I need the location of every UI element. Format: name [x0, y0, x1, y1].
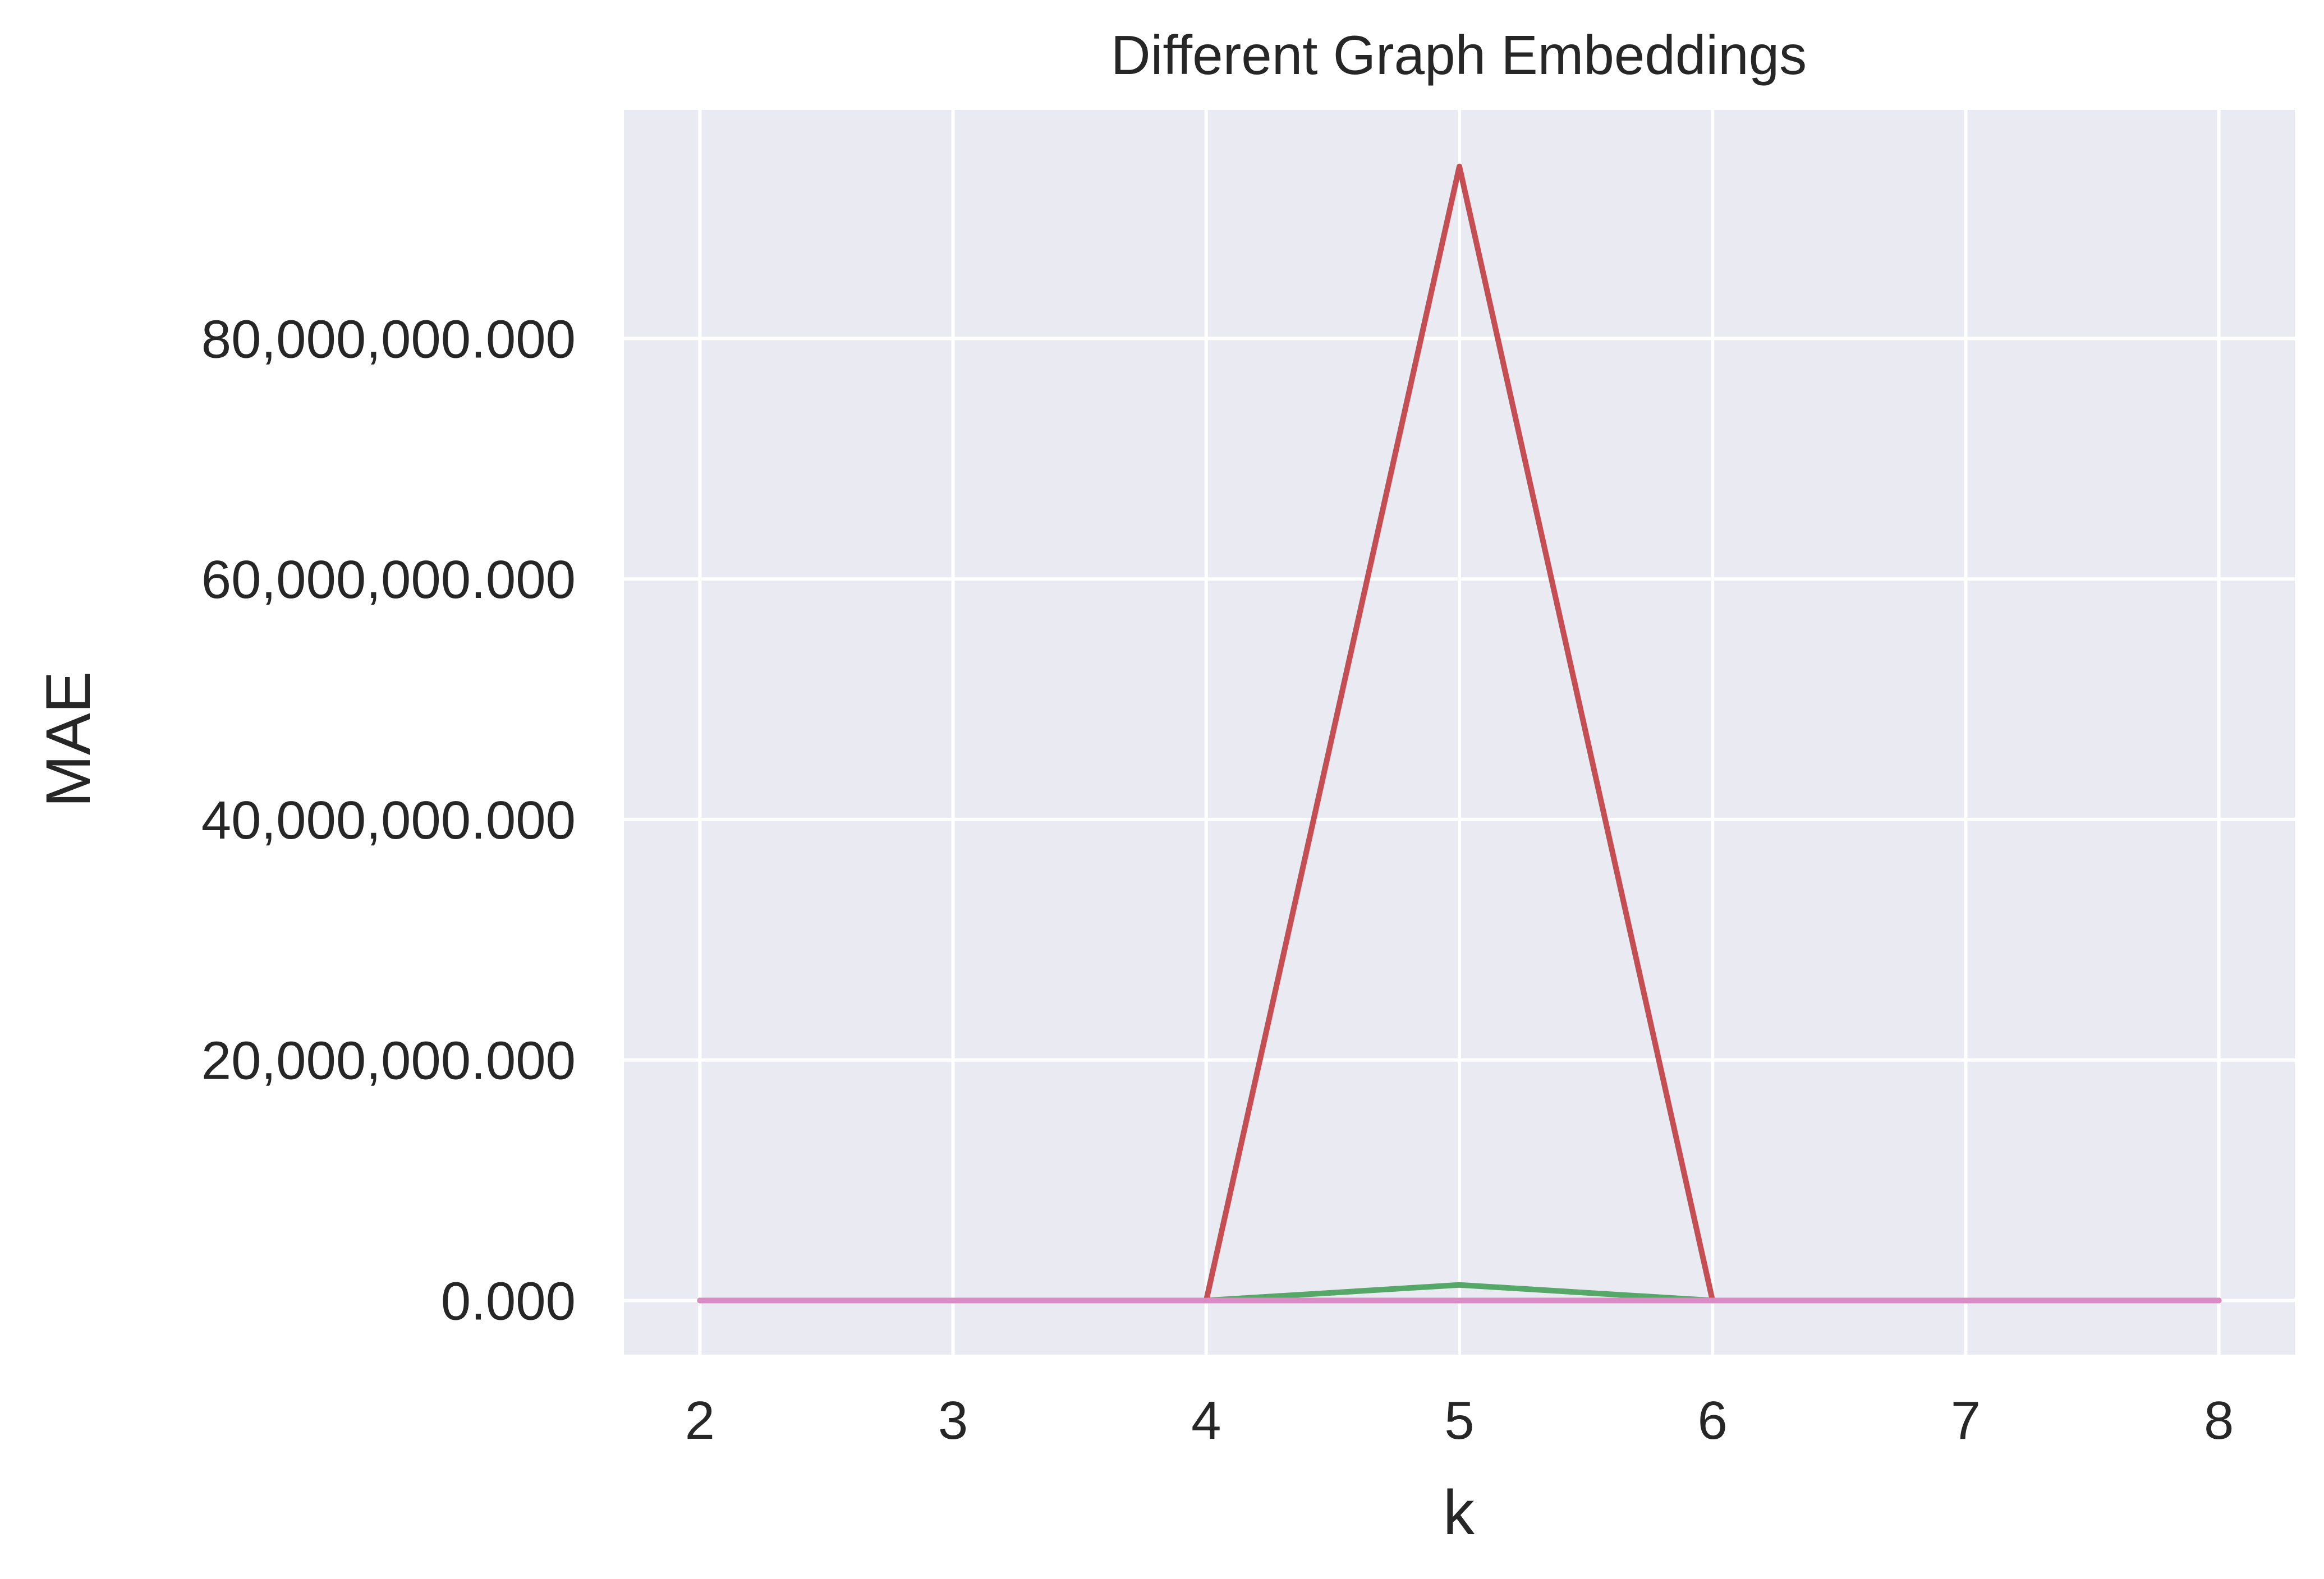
x-tick-label: 7 [1951, 1391, 1981, 1451]
x-axis-label: k [1443, 1477, 1475, 1548]
chart-title: Different Graph Embeddings [1111, 24, 1807, 86]
x-tick-label: 4 [1191, 1391, 1221, 1451]
x-tick-labels: 2 3 4 5 6 7 8 [685, 1391, 2234, 1451]
x-tick-label: 3 [938, 1391, 968, 1451]
x-tick-label: 5 [1444, 1391, 1474, 1451]
y-tick-label: 0.000 [441, 1272, 576, 1332]
y-tick-labels: 0.000 20,000,000.000 40,000,000.000 60,000,… [201, 309, 576, 1331]
y-tick-label: 80,000,000.000 [201, 309, 576, 369]
y-tick-label: 20,000,000.000 [201, 1031, 576, 1091]
y-axis-label: MAE [33, 671, 103, 808]
x-tick-label: 6 [1698, 1391, 1728, 1451]
x-tick-label: 2 [685, 1391, 715, 1451]
y-tick-label: 60,000,000.000 [201, 550, 576, 610]
y-tick-label: 40,000,000.000 [201, 790, 576, 850]
x-tick-label: 8 [2204, 1391, 2234, 1451]
series-lines [697, 163, 2222, 1304]
